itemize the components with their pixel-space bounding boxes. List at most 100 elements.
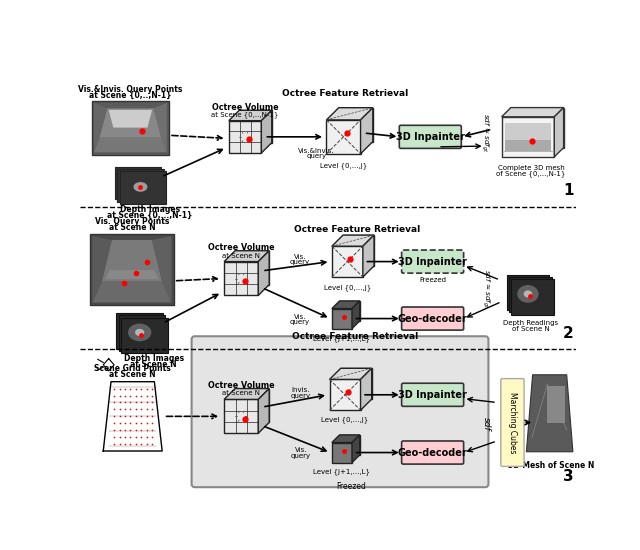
Polygon shape	[352, 435, 360, 463]
Text: query: query	[307, 153, 326, 159]
Text: 1: 1	[563, 183, 573, 198]
Text: Freezed: Freezed	[419, 277, 446, 283]
Polygon shape	[259, 388, 269, 433]
Polygon shape	[94, 138, 167, 152]
Text: Level {0,...,j}: Level {0,...,j}	[321, 416, 369, 423]
Polygon shape	[332, 309, 352, 328]
Polygon shape	[99, 108, 161, 138]
Polygon shape	[340, 435, 360, 455]
Text: Marching Cubes: Marching Cubes	[508, 392, 517, 453]
Text: query: query	[291, 453, 311, 459]
Polygon shape	[330, 368, 372, 379]
Text: Depth Readings: Depth Readings	[504, 320, 559, 326]
Polygon shape	[106, 270, 158, 279]
Bar	[115, 167, 161, 199]
Text: sdf ≈ sdf$_{gt}$: sdf ≈ sdf$_{gt}$	[479, 113, 490, 153]
Text: Octree Feature Retrieval: Octree Feature Retrieval	[294, 225, 420, 234]
Text: at Scene {0,..,N-1}: at Scene {0,..,N-1}	[211, 112, 279, 118]
Polygon shape	[326, 120, 360, 154]
Text: query: query	[290, 260, 310, 265]
Text: at Scene N: at Scene N	[109, 370, 156, 378]
Polygon shape	[109, 110, 152, 128]
Text: query: query	[290, 320, 310, 326]
Polygon shape	[547, 386, 565, 422]
FancyBboxPatch shape	[402, 307, 463, 330]
Ellipse shape	[524, 290, 532, 298]
Text: Vis.: Vis.	[294, 314, 307, 320]
Text: Invis.: Invis.	[292, 387, 310, 393]
Polygon shape	[340, 301, 360, 321]
Bar	[116, 313, 163, 349]
Bar	[120, 172, 166, 204]
Polygon shape	[332, 301, 360, 309]
Polygon shape	[527, 375, 573, 452]
Polygon shape	[332, 443, 352, 463]
Bar	[507, 274, 549, 310]
Ellipse shape	[128, 323, 151, 341]
Bar	[90, 234, 174, 305]
Polygon shape	[326, 108, 373, 120]
Text: at Scene {0,...,N-1}: at Scene {0,...,N-1}	[107, 211, 193, 220]
Ellipse shape	[517, 285, 539, 303]
Text: at Scene N: at Scene N	[109, 223, 156, 232]
Text: at Scene {0,..,N-1}: at Scene {0,..,N-1}	[89, 91, 172, 100]
Bar	[119, 316, 165, 351]
Text: Octree Volume: Octree Volume	[212, 103, 278, 112]
Text: 3D Inpainter: 3D Inpainter	[398, 257, 467, 267]
FancyBboxPatch shape	[402, 383, 463, 406]
Text: Freezed: Freezed	[336, 482, 366, 491]
Polygon shape	[261, 111, 272, 153]
Text: Level {j+1,...,L}: Level {j+1,...,L}	[314, 336, 371, 342]
Ellipse shape	[135, 329, 145, 336]
Text: Depth Images: Depth Images	[124, 354, 184, 363]
Bar	[121, 318, 168, 353]
Text: Vis.: Vis.	[294, 447, 307, 453]
Polygon shape	[224, 388, 269, 399]
Polygon shape	[92, 282, 172, 303]
Polygon shape	[259, 251, 269, 295]
Text: 2: 2	[563, 327, 573, 342]
FancyBboxPatch shape	[92, 101, 169, 155]
Polygon shape	[330, 379, 360, 410]
Polygon shape	[339, 108, 373, 141]
Polygon shape	[224, 251, 269, 262]
Polygon shape	[229, 120, 261, 153]
Polygon shape	[332, 435, 360, 443]
Polygon shape	[235, 388, 269, 422]
Text: at Scene N: at Scene N	[222, 390, 260, 397]
Polygon shape	[511, 108, 564, 147]
Polygon shape	[554, 108, 564, 157]
FancyBboxPatch shape	[402, 441, 463, 464]
Polygon shape	[502, 117, 554, 157]
Polygon shape	[360, 108, 373, 154]
Polygon shape	[343, 235, 374, 266]
Polygon shape	[235, 251, 269, 284]
Text: query: query	[291, 393, 311, 399]
Text: of Scene {0,...,N-1}: of Scene {0,...,N-1}	[497, 170, 566, 178]
Text: Geo-decoder: Geo-decoder	[397, 448, 467, 458]
Polygon shape	[505, 140, 551, 151]
Text: 3D Mesh of Scene N: 3D Mesh of Scene N	[508, 461, 595, 470]
Polygon shape	[332, 246, 363, 277]
Text: Octree Feature Retrieval: Octree Feature Retrieval	[292, 332, 419, 341]
Text: of Scene N: of Scene N	[512, 326, 550, 332]
FancyBboxPatch shape	[399, 125, 461, 148]
Text: Vis. Query Points: Vis. Query Points	[95, 217, 169, 226]
Polygon shape	[363, 235, 374, 277]
Text: Geo-decoder: Geo-decoder	[397, 314, 467, 323]
Polygon shape	[154, 103, 167, 152]
Text: Vis.&Invis.: Vis.&Invis.	[298, 147, 335, 153]
Polygon shape	[360, 368, 372, 410]
Text: Level {0,...,j}: Level {0,...,j}	[320, 162, 367, 169]
Ellipse shape	[134, 182, 147, 192]
Bar	[117, 169, 164, 201]
Polygon shape	[92, 236, 112, 302]
Polygon shape	[229, 111, 272, 120]
Text: 3D Inpainter: 3D Inpainter	[398, 390, 467, 400]
Polygon shape	[94, 103, 107, 152]
Text: Level {0,...,j}: Level {0,...,j}	[324, 285, 371, 292]
Text: Octree Feature Retrieval: Octree Feature Retrieval	[282, 89, 408, 98]
Bar	[509, 277, 552, 312]
Polygon shape	[102, 240, 162, 282]
Text: sdf ≈ sdf$_{gt}$: sdf ≈ sdf$_{gt}$	[481, 270, 492, 309]
